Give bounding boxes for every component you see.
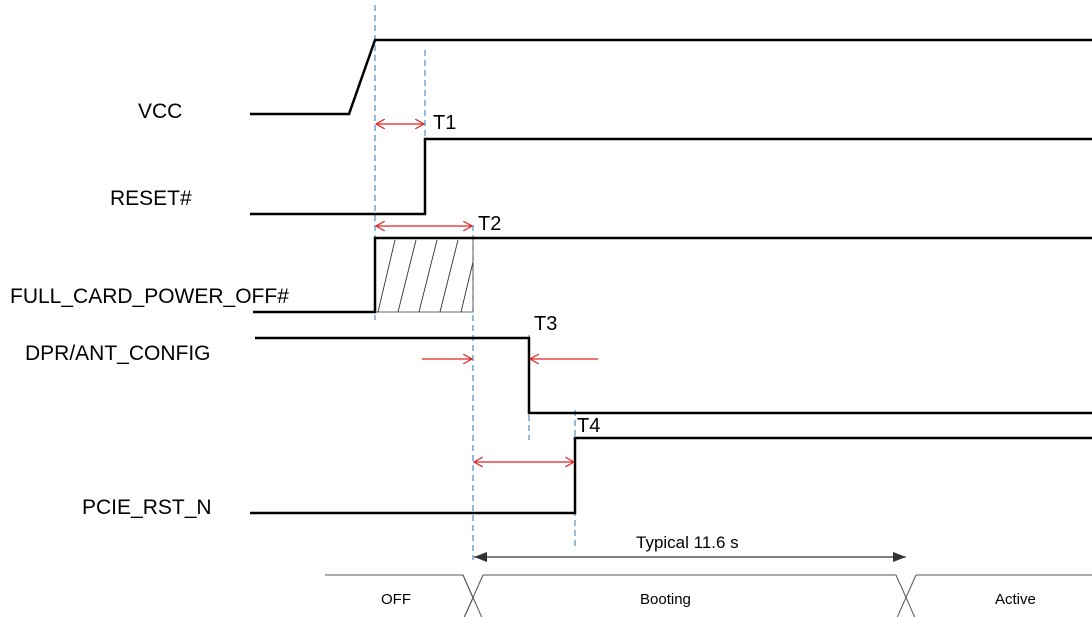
reset-waveform <box>250 137 1092 216</box>
timing-label-t4: T4 <box>577 415 600 437</box>
signal-label-vcc: VCC <box>138 100 182 123</box>
timing-label-t1: T1 <box>433 112 456 134</box>
signal-label-dpr-ant-config: DPR/ANT_CONFIG <box>25 342 211 365</box>
full-card-power-off-hatch <box>374 237 474 313</box>
dpr-ant-config-waveform <box>255 336 1092 415</box>
signal-label-reset: RESET# <box>110 187 192 210</box>
state-label-active: Active <box>995 591 1036 608</box>
state-bar <box>325 574 1092 617</box>
pcie-rst-n-waveform <box>250 436 1092 515</box>
vcc-waveform <box>250 38 1092 116</box>
state-label-off: OFF <box>381 591 411 608</box>
signal-label-full-card-power-off: FULL_CARD_POWER_OFF# <box>10 285 289 308</box>
full-card-power-off-waveform <box>253 236 1092 314</box>
timing-label-t3: T3 <box>534 313 557 335</box>
state-label-booting: Booting <box>640 591 691 608</box>
boot-duration-label: Typical 11.6 s <box>636 533 739 552</box>
timing-label-t2: T2 <box>478 213 501 235</box>
signal-label-pcie-rst-n: PCIE_RST_N <box>82 496 212 519</box>
